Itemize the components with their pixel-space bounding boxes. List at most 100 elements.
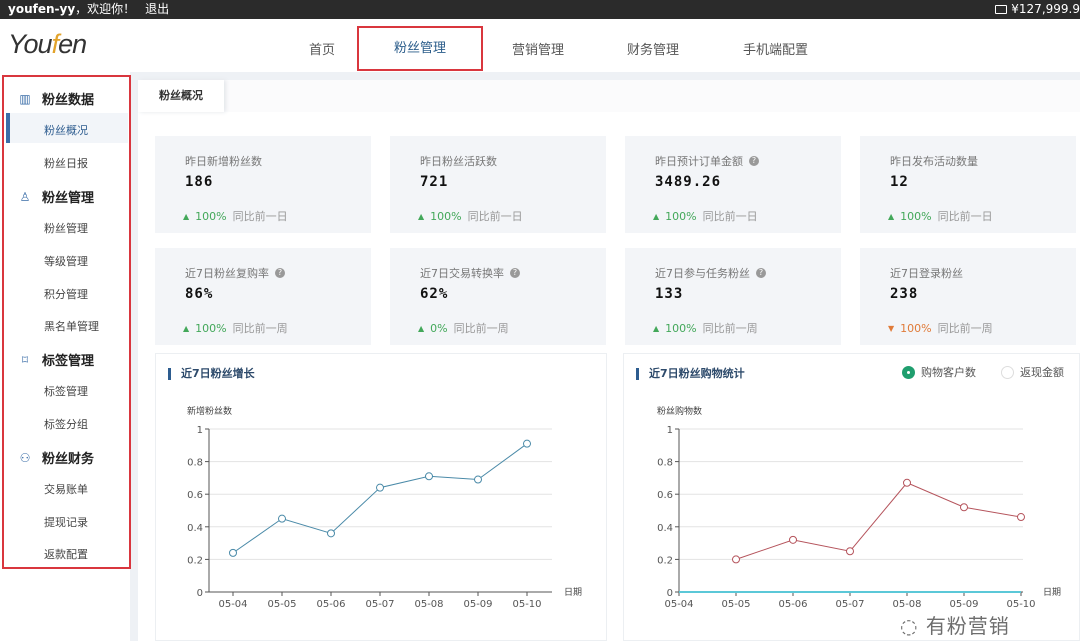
y-tick-label: 0.6: [657, 490, 673, 501]
x-tick-label: 05-04: [218, 599, 247, 610]
sidebar-group-tags[interactable]: ⌑ 标签管理: [18, 350, 94, 370]
header: Youfen 首页 粉丝管理 营销管理 财务管理 手机端配置: [0, 19, 1080, 72]
stat-card: 近7日交易转换率? 62% ▲ 0% 同比前一周: [390, 248, 606, 345]
sidebar-item-overview[interactable]: 粉丝概况: [44, 124, 88, 137]
y-tick-label: 0.2: [657, 555, 673, 566]
stat-value: 62%: [420, 286, 449, 302]
data-point: [425, 472, 433, 481]
series-line: [735, 482, 1022, 560]
x-tick-label: 05-09: [949, 599, 978, 610]
nav-finance[interactable]: 财务管理: [627, 43, 680, 58]
sidebar-item-tag-manage[interactable]: 标签管理: [44, 385, 88, 398]
y-tick-label: 0: [197, 588, 203, 599]
stat-title: 昨日发布活动数量: [890, 155, 978, 168]
y-tick-label: 0.6: [187, 490, 203, 501]
y-tick-label: 0.8: [657, 458, 673, 469]
x-tick-label: 05-09: [463, 599, 492, 610]
y-axis-label: 粉丝购物数: [657, 405, 702, 417]
sidebar-item-withdraw[interactable]: 提现记录: [44, 516, 88, 529]
sidebar-item-tag-group[interactable]: 标签分组: [44, 418, 88, 431]
arrow-up-icon: ▲: [183, 323, 190, 333]
data-point: [732, 555, 740, 564]
sidebar-item-fan-manage[interactable]: 粉丝管理: [44, 222, 88, 235]
sidebar-group-fan-manage[interactable]: ♙ 粉丝管理: [19, 189, 95, 207]
data-point: [960, 503, 968, 512]
stat-change: ▲ 100% 同比前一周: [653, 321, 758, 336]
x-axis-label: 日期: [1043, 587, 1061, 598]
stat-card: 近7日粉丝复购率? 86% ▲ 100% 同比前一周: [155, 248, 371, 345]
data-point: [376, 483, 384, 492]
sidebar-item-points[interactable]: 积分管理: [44, 288, 88, 301]
wechat-icon: ◌: [900, 614, 919, 638]
help-icon[interactable]: ?: [756, 268, 766, 278]
stat-value: 186: [185, 174, 214, 190]
bar-chart-icon: ▥: [19, 91, 31, 106]
arrow-up-icon: ▲: [653, 323, 660, 333]
sidebar-item-level[interactable]: 等级管理: [44, 255, 88, 268]
stat-title: 昨日预计订单金额?: [655, 153, 759, 169]
sidebar-item-bills[interactable]: 交易账单: [44, 483, 88, 496]
stat-change: ▲ 100% 同比前一日: [888, 209, 993, 224]
sidebar-group-finance[interactable]: ⚇ 粉丝财务: [19, 450, 95, 468]
arrow-up-icon: ▲: [183, 211, 190, 221]
sidebar-group-fan-data[interactable]: ▥ 粉丝数据: [19, 91, 95, 109]
help-icon[interactable]: ?: [275, 268, 285, 278]
x-tick-label: 05-10: [1006, 599, 1035, 610]
nav-marketing[interactable]: 营销管理: [512, 43, 565, 58]
watermark: ◌ 有粉营销: [900, 614, 1010, 638]
stat-value: 12: [890, 174, 909, 190]
x-tick-label: 05-07: [365, 599, 394, 610]
logout-link[interactable]: 退出: [145, 2, 170, 16]
help-icon[interactable]: ?: [510, 268, 520, 278]
legend-item-cashback[interactable]: 返现金额: [1001, 364, 1064, 380]
stat-card: 昨日粉丝活跃数 721 ▲ 100% 同比前一日: [390, 136, 606, 233]
stat-change: ▲ 100% 同比前一日: [653, 209, 758, 224]
series-line: [232, 443, 528, 554]
nav-home[interactable]: 首页: [309, 43, 336, 58]
sidebar-item-refund[interactable]: 返款配置: [44, 548, 88, 561]
username: youfen-yy: [8, 2, 76, 16]
stat-card: 昨日新增粉丝数 186 ▲ 100% 同比前一日: [155, 136, 371, 233]
data-point: [903, 478, 911, 487]
y-tick-label: 1: [197, 425, 203, 436]
legend-item-customers[interactable]: 购物客户数: [902, 364, 976, 380]
x-tick-label: 05-05: [267, 599, 296, 610]
stat-title: 近7日登录粉丝: [890, 267, 963, 280]
wallet-icon: [995, 5, 1008, 14]
stat-value: 238: [890, 286, 919, 302]
stat-title: 近7日粉丝复购率?: [185, 265, 285, 281]
data-point: [327, 529, 335, 538]
chart-title: 近7日粉丝购物统计: [636, 368, 745, 380]
top-bar: youfen-yy，欢迎你！ 退出 ¥127,999.9: [0, 0, 1080, 19]
data-point: [474, 475, 482, 484]
nav-mobile[interactable]: 手机端配置: [743, 43, 809, 58]
arrow-up-icon: ▲: [418, 211, 425, 221]
stat-change: ▲ 100% 同比前一周: [183, 321, 288, 336]
x-tick-label: 05-10: [512, 599, 541, 610]
sidebar-item-daily[interactable]: 粉丝日报: [44, 157, 88, 170]
y-tick-label: 0.4: [657, 523, 673, 534]
chart-panel-fan-growth: 近7日粉丝增长: [155, 353, 607, 641]
sidebar: [0, 72, 130, 641]
stat-value: 86%: [185, 286, 214, 302]
x-tick-label: 05-07: [835, 599, 864, 610]
x-tick-label: 05-06: [316, 599, 345, 610]
balance[interactable]: ¥127,999.9: [995, 0, 1080, 19]
tab-overview[interactable]: 粉丝概况: [138, 80, 224, 112]
stat-title: 昨日粉丝活跃数: [420, 155, 497, 168]
data-point: [1017, 513, 1025, 522]
logo[interactable]: Youfen: [8, 29, 87, 59]
help-icon[interactable]: ?: [749, 156, 759, 166]
users-icon: ⚇: [19, 450, 31, 465]
stat-title: 近7日参与任务粉丝?: [655, 265, 766, 281]
data-point: [846, 547, 854, 556]
chart-title: 近7日粉丝增长: [168, 368, 255, 380]
nav-fans[interactable]: 粉丝管理: [357, 26, 483, 71]
sidebar-active-indicator: [6, 113, 128, 143]
radio-unselected-icon: [1001, 365, 1014, 379]
sidebar-item-blacklist[interactable]: 黑名单管理: [44, 320, 99, 333]
stat-change: ▼ 100% 同比前一周: [888, 321, 993, 336]
stat-change: ▲ 0% 同比前一周: [418, 321, 509, 336]
stat-value: 3489.26: [655, 174, 722, 190]
arrow-up-icon: ▲: [653, 211, 660, 221]
